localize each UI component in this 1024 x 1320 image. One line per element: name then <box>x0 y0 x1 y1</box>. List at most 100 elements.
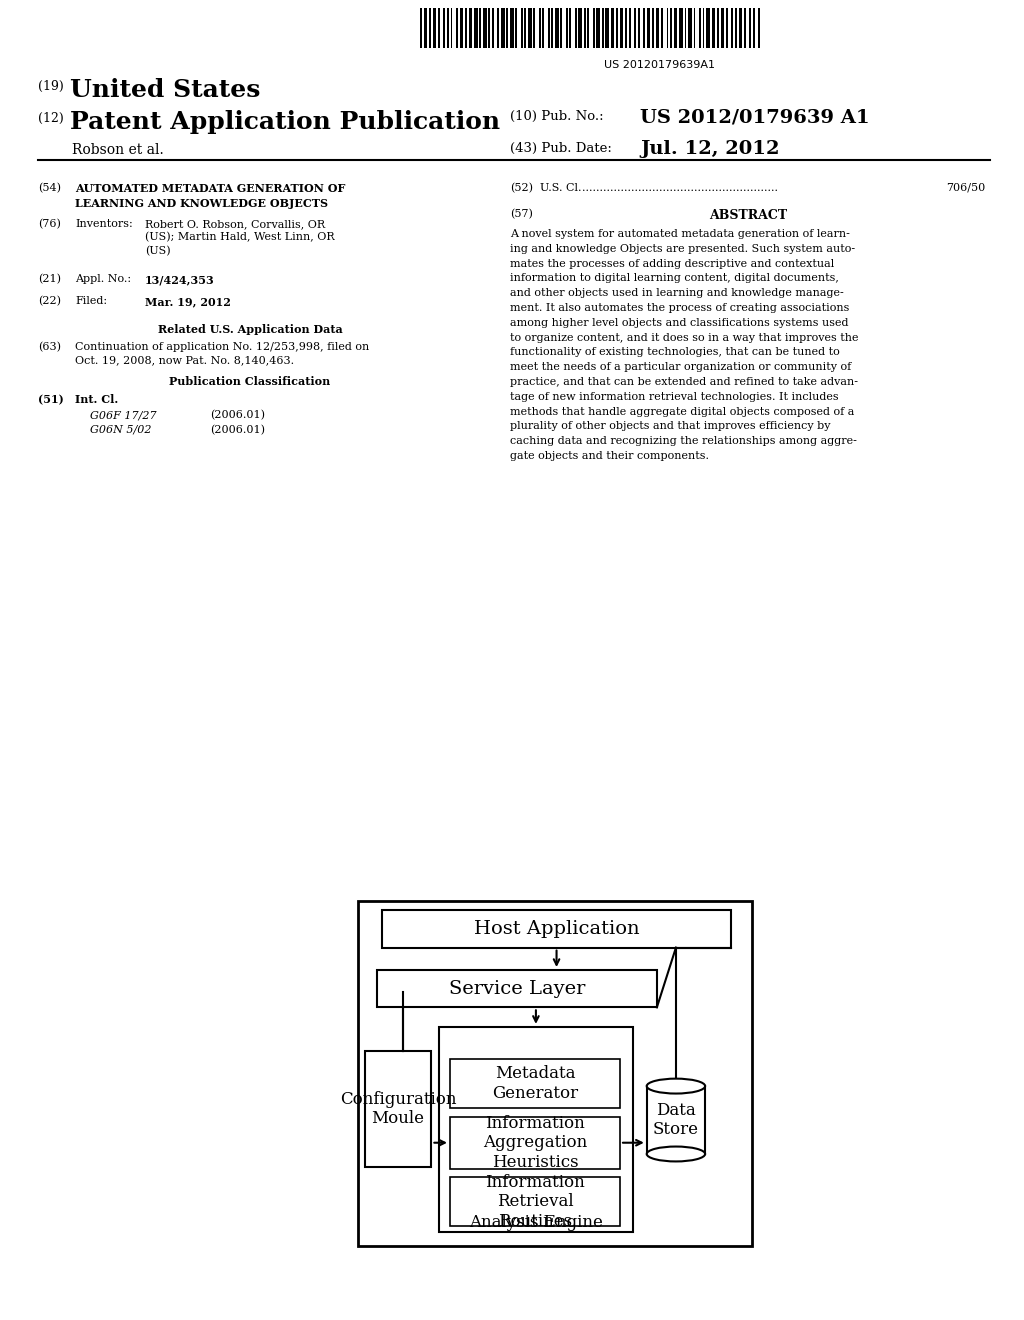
Text: Publication Classification: Publication Classification <box>169 376 331 387</box>
Text: (2006.01): (2006.01) <box>210 425 265 436</box>
Bar <box>605 8 609 48</box>
Bar <box>382 911 731 948</box>
Bar <box>670 8 672 48</box>
Bar <box>712 8 715 48</box>
Bar <box>501 8 505 48</box>
Bar <box>750 8 752 48</box>
Text: ........................................................: ........................................… <box>582 183 778 193</box>
Text: G06N 5/02: G06N 5/02 <box>90 425 152 436</box>
Text: plurality of other objects and that improves efficiency by: plurality of other objects and that impr… <box>510 421 830 432</box>
Bar <box>593 8 595 48</box>
Text: Robert O. Robson, Corvallis, OR
(US); Martin Hald, West Linn, OR
(US): Robert O. Robson, Corvallis, OR (US); Ma… <box>145 219 335 256</box>
Bar <box>438 8 439 48</box>
Text: AUTOMATED METADATA GENERATION OF
LEARNING AND KNOWLEDGE OBJECTS: AUTOMATED METADATA GENERATION OF LEARNIN… <box>75 183 345 209</box>
Bar <box>629 8 631 48</box>
Bar <box>753 8 755 48</box>
Text: ment. It also automates the process of creating associations: ment. It also automates the process of c… <box>510 304 849 313</box>
Bar <box>667 8 669 48</box>
Bar <box>510 8 514 48</box>
Text: Data
Store: Data Store <box>653 1102 699 1138</box>
Bar <box>378 970 656 1007</box>
Text: mates the processes of adding descriptive and contextual: mates the processes of adding descriptiv… <box>510 259 835 268</box>
Bar <box>443 8 445 48</box>
Text: Host Application: Host Application <box>474 920 639 939</box>
Bar <box>560 8 562 48</box>
Bar <box>647 1086 706 1154</box>
Bar <box>638 8 640 48</box>
Bar <box>731 8 733 48</box>
Text: Continuation of application No. 12/253,998, filed on
Oct. 19, 2008, now Pat. No.: Continuation of application No. 12/253,9… <box>75 342 370 366</box>
Text: Int. Cl.: Int. Cl. <box>75 393 118 405</box>
Text: Jul. 12, 2012: Jul. 12, 2012 <box>640 140 779 158</box>
Text: (2006.01): (2006.01) <box>210 411 265 420</box>
Text: information to digital learning content, digital documents,: information to digital learning content,… <box>510 273 839 284</box>
Bar <box>643 8 645 48</box>
Bar <box>492 8 494 48</box>
Bar <box>579 8 582 48</box>
Bar <box>451 8 453 48</box>
Text: (22): (22) <box>38 296 61 306</box>
Text: 706/50: 706/50 <box>946 183 985 193</box>
Bar <box>439 1027 633 1232</box>
Bar <box>555 8 559 48</box>
Text: United States: United States <box>70 78 260 102</box>
Bar <box>479 8 481 48</box>
Text: (19): (19) <box>38 81 63 92</box>
Bar <box>679 8 683 48</box>
Bar <box>738 8 742 48</box>
Bar <box>469 8 472 48</box>
Text: and other objects used in learning and knowledge manage-: and other objects used in learning and k… <box>510 288 844 298</box>
Bar <box>602 8 603 48</box>
Bar <box>524 8 526 48</box>
Bar <box>566 8 567 48</box>
Text: to organize content, and it does so in a way that improves the: to organize content, and it does so in a… <box>510 333 858 343</box>
Bar <box>693 8 695 48</box>
Bar <box>507 8 508 48</box>
Text: Patent Application Publication: Patent Application Publication <box>70 110 500 135</box>
Text: U.S. Cl.: U.S. Cl. <box>540 183 582 193</box>
Bar <box>447 8 449 48</box>
Bar <box>674 8 678 48</box>
Bar <box>584 8 586 48</box>
Text: methods that handle aggregate digital objects composed of a: methods that handle aggregate digital ob… <box>510 407 854 417</box>
Text: (76): (76) <box>38 219 60 230</box>
Bar <box>620 8 624 48</box>
Bar <box>551 8 553 48</box>
Bar <box>460 8 463 48</box>
Text: practice, and that can be extended and refined to take advan-: practice, and that can be extended and r… <box>510 378 858 387</box>
Bar <box>759 8 760 48</box>
Bar <box>515 8 517 48</box>
Bar <box>610 8 614 48</box>
Bar <box>432 8 436 48</box>
Bar <box>662 8 663 48</box>
Bar <box>528 8 531 48</box>
Text: ing and knowledge Objects are presented. Such system auto-: ing and knowledge Objects are presented.… <box>510 244 855 253</box>
Bar <box>717 8 719 48</box>
Bar <box>521 8 522 48</box>
Text: (21): (21) <box>38 275 61 284</box>
Bar <box>358 900 753 1246</box>
Text: among higher level objects and classifications systems used: among higher level objects and classific… <box>510 318 849 327</box>
Text: (63): (63) <box>38 342 61 352</box>
Text: Filed:: Filed: <box>75 296 108 306</box>
Bar <box>450 1059 621 1109</box>
Text: Configuration
Moule: Configuration Moule <box>340 1090 457 1127</box>
Bar <box>744 8 745 48</box>
Bar <box>652 8 654 48</box>
Bar <box>429 8 431 48</box>
Bar <box>424 8 427 48</box>
Bar <box>420 8 422 48</box>
Bar <box>655 8 659 48</box>
Text: functionality of existing technologies, that can be tuned to: functionality of existing technologies, … <box>510 347 840 358</box>
Text: Appl. No.:: Appl. No.: <box>75 275 131 284</box>
Bar <box>647 8 650 48</box>
Text: (52): (52) <box>510 183 534 193</box>
Text: A novel system for automated metadata generation of learn-: A novel system for automated metadata ge… <box>510 228 850 239</box>
Bar <box>626 8 627 48</box>
Bar <box>685 8 686 48</box>
Ellipse shape <box>647 1078 706 1093</box>
Text: G06F 17/27: G06F 17/27 <box>90 411 157 420</box>
Bar <box>539 8 541 48</box>
Text: Service Layer: Service Layer <box>449 979 586 998</box>
Text: tage of new information retrieval technologies. It includes: tage of new information retrieval techno… <box>510 392 839 401</box>
